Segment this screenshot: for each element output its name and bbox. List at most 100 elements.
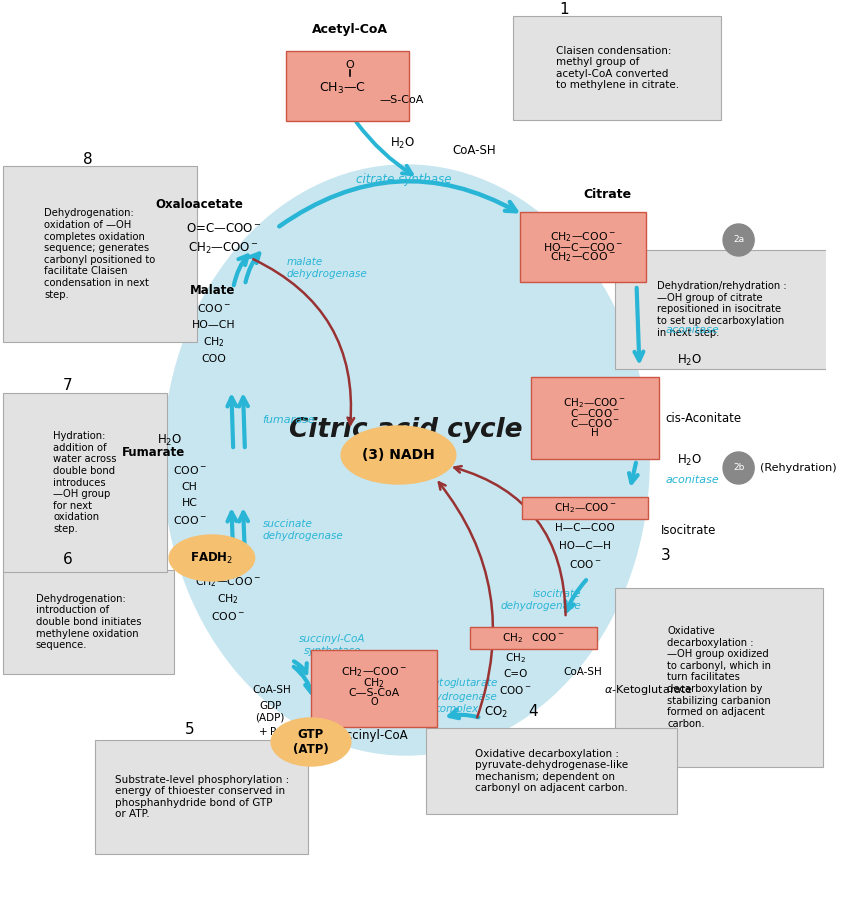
Text: 5: 5 xyxy=(184,723,195,738)
Text: Dehydrogenation:
oxidation of —OH
completes oxidation
sequence; generates
carbon: Dehydrogenation: oxidation of —OH comple… xyxy=(44,208,156,299)
Text: aconitase: aconitase xyxy=(666,475,719,485)
FancyBboxPatch shape xyxy=(470,627,597,649)
Text: O=C—COO$^-$: O=C—COO$^-$ xyxy=(186,222,261,235)
Text: 8: 8 xyxy=(82,152,93,168)
Circle shape xyxy=(723,224,754,256)
Text: HC: HC xyxy=(182,498,197,508)
Text: H$_2$O: H$_2$O xyxy=(390,135,415,151)
Text: 6: 6 xyxy=(63,553,73,567)
Ellipse shape xyxy=(341,426,456,484)
Text: FADH$_2$: FADH$_2$ xyxy=(190,550,234,566)
Text: O: O xyxy=(371,697,378,707)
Text: 2b: 2b xyxy=(733,464,745,473)
Text: HO—C—COO$^-$: HO—C—COO$^-$ xyxy=(543,241,623,253)
Text: cis-Aconitate: cis-Aconitate xyxy=(666,411,742,425)
Text: H: H xyxy=(591,428,598,438)
Ellipse shape xyxy=(169,535,255,581)
Text: COO$^-$: COO$^-$ xyxy=(569,558,601,570)
Text: Citric acid cycle: Citric acid cycle xyxy=(290,417,523,443)
Text: CH$_2$: CH$_2$ xyxy=(203,336,224,349)
Text: CH$_2$: CH$_2$ xyxy=(505,651,525,665)
Text: Isocitrate: Isocitrate xyxy=(660,523,717,537)
FancyBboxPatch shape xyxy=(3,166,197,342)
FancyBboxPatch shape xyxy=(615,250,828,369)
Text: succinyl-CoA
synthetase: succinyl-CoA synthetase xyxy=(299,634,366,656)
Text: COO$^-$: COO$^-$ xyxy=(173,514,207,526)
Text: aconitase: aconitase xyxy=(666,325,719,335)
Text: C—COO$^-$: C—COO$^-$ xyxy=(570,407,620,419)
Text: C—COO$^-$: C—COO$^-$ xyxy=(570,417,620,429)
Text: CH$_2$—COO$^-$: CH$_2$—COO$^-$ xyxy=(553,502,616,515)
Text: succinate
dehydrogenase: succinate dehydrogenase xyxy=(263,520,343,541)
Text: GDP
(ADP)
+ P$_1$: GDP (ADP) + P$_1$ xyxy=(256,701,285,739)
Text: CoA-SH: CoA-SH xyxy=(452,143,496,157)
Text: H$_2$O: H$_2$O xyxy=(157,432,183,447)
Text: Claisen condensation:
methyl group of
acetyl-CoA converted
to methylene in citra: Claisen condensation: methyl group of ac… xyxy=(556,46,678,90)
Text: (Rehydration): (Rehydration) xyxy=(760,463,836,473)
Text: CH$_2$   COO$^-$: CH$_2$ COO$^-$ xyxy=(502,631,564,645)
Text: isocitrate
dehydrogenase: isocitrate dehydrogenase xyxy=(501,589,581,611)
Text: 7: 7 xyxy=(63,378,73,392)
Text: Hydration:
addition of
water across
double bond
introduces
—OH group
for next
ox: Hydration: addition of water across doub… xyxy=(54,431,116,534)
Text: CoA-SH: CoA-SH xyxy=(564,667,603,677)
FancyBboxPatch shape xyxy=(95,740,308,854)
Ellipse shape xyxy=(163,165,649,755)
FancyBboxPatch shape xyxy=(3,393,167,572)
Text: —S-CoA: —S-CoA xyxy=(379,95,423,105)
Text: fumarase: fumarase xyxy=(263,415,315,425)
Text: Oxidative
decarboxylation :
—OH group oxidized
to carbonyl, which in
turn facili: Oxidative decarboxylation : —OH group ox… xyxy=(667,626,771,729)
Text: CH$_2$—COO$^-$: CH$_2$—COO$^-$ xyxy=(196,575,261,589)
Text: CH$_2$—COO$^-$: CH$_2$—COO$^-$ xyxy=(564,396,626,410)
Text: Dehydration/rehydration :
—OH group of citrate
repositioned in isocitrate
to set: Dehydration/rehydration : —OH group of c… xyxy=(657,281,786,337)
FancyBboxPatch shape xyxy=(286,51,409,121)
Text: CH$_2$: CH$_2$ xyxy=(363,676,385,690)
Text: H$_2$O: H$_2$O xyxy=(677,453,703,467)
Text: $\alpha$-Ketoglutarate: $\alpha$-Ketoglutarate xyxy=(604,683,694,697)
FancyBboxPatch shape xyxy=(426,728,677,814)
Text: CH$_2$—COO$^-$: CH$_2$—COO$^-$ xyxy=(341,666,407,679)
FancyBboxPatch shape xyxy=(311,649,438,726)
FancyBboxPatch shape xyxy=(3,570,174,674)
Text: CH: CH xyxy=(182,482,197,492)
Text: Acetyl-CoA: Acetyl-CoA xyxy=(312,23,388,36)
Text: COO$^-$: COO$^-$ xyxy=(197,302,230,314)
Text: (3) NADH: (3) NADH xyxy=(362,448,435,462)
Text: COO$^-$: COO$^-$ xyxy=(173,464,207,476)
Text: H—C—COO: H—C—COO xyxy=(555,523,615,533)
Text: COO$^-$: COO$^-$ xyxy=(499,684,531,696)
FancyBboxPatch shape xyxy=(522,497,649,519)
Text: COO$^-$: COO$^-$ xyxy=(212,610,246,622)
Text: Succinate: Succinate xyxy=(190,554,254,566)
FancyBboxPatch shape xyxy=(530,377,659,459)
Text: Oxidative decarboxylation :
pyruvate-dehydrogenase-like
mechanism; dependent on
: Oxidative decarboxylation : pyruvate-deh… xyxy=(475,749,628,794)
Text: Fumarate: Fumarate xyxy=(122,446,184,459)
Text: 2a: 2a xyxy=(733,235,744,244)
Ellipse shape xyxy=(271,718,351,766)
Text: $\alpha$-ketoglutarate
dehydrogenase
complex: $\alpha$-ketoglutarate dehydrogenase com… xyxy=(416,676,498,713)
Text: Dehydrogenation:
introduction of
double bond initiates
methylene oxidation
seque: Dehydrogenation: introduction of double … xyxy=(36,594,141,650)
Text: COO: COO xyxy=(201,354,226,364)
FancyBboxPatch shape xyxy=(615,588,823,767)
Text: CH$_2$—COO$^-$: CH$_2$—COO$^-$ xyxy=(550,230,616,244)
Text: HO—CH: HO—CH xyxy=(192,320,235,330)
Text: O: O xyxy=(345,60,354,70)
Text: CH$_2$—COO$^-$: CH$_2$—COO$^-$ xyxy=(188,241,259,255)
Text: 3: 3 xyxy=(660,548,671,563)
Text: Oxaloacetate: Oxaloacetate xyxy=(156,198,243,211)
Text: citrate synthase: citrate synthase xyxy=(355,173,451,187)
Text: HO—C—H: HO—C—H xyxy=(559,541,611,551)
Text: CH$_2$—COO$^-$: CH$_2$—COO$^-$ xyxy=(550,251,616,264)
Text: Citrate: Citrate xyxy=(583,189,632,201)
Text: C—S-CoA: C—S-CoA xyxy=(348,688,400,698)
Text: CH$_3$—C: CH$_3$—C xyxy=(319,80,366,96)
Text: CH$_2$: CH$_2$ xyxy=(218,592,240,606)
Text: CO$_2$: CO$_2$ xyxy=(484,704,507,720)
Text: GTP
(ATP): GTP (ATP) xyxy=(293,728,329,756)
Text: Substrate-level phosphorylation :
energy of thioester conserved in
phosphanhydri: Substrate-level phosphorylation : energy… xyxy=(115,775,289,819)
Text: H$_2$O: H$_2$O xyxy=(677,353,703,367)
Text: C=O: C=O xyxy=(503,669,527,679)
Text: CoA-SH: CoA-SH xyxy=(252,685,292,695)
Text: 4: 4 xyxy=(528,704,537,720)
Text: Succinyl-CoA: Succinyl-CoA xyxy=(331,729,408,741)
FancyBboxPatch shape xyxy=(513,16,721,120)
